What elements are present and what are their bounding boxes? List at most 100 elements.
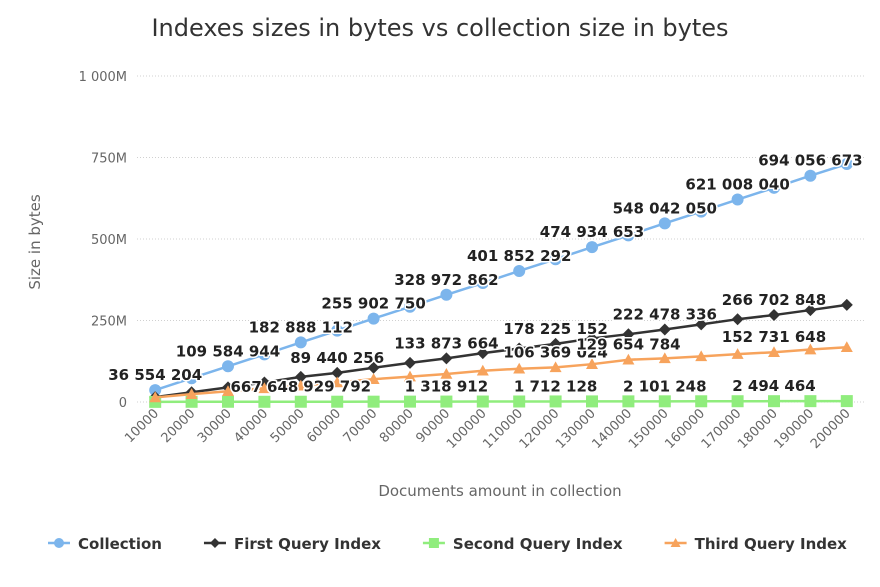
data-point-collection [731,193,744,206]
y-tick-label: 250M [91,315,127,330]
x-tick-label: 20000 [159,406,199,446]
data-point-first-query-index [549,337,562,350]
data-point-collection [404,300,416,313]
data-label-second-query-index: 2 494 464 [732,377,816,395]
data-point-collection [440,288,453,301]
data-point-second-query-index [440,395,453,408]
legend-marker [54,538,64,548]
data-label-second-query-index: 2 101 248 [623,377,707,395]
data-point-third-query-index [768,346,780,358]
data-point-collection [331,324,344,337]
x-tick-label: 70000 [341,406,381,446]
data-point-third-query-index [440,367,453,379]
x-tick-label: 40000 [231,406,271,446]
data-point-collection [549,253,562,266]
x-tick-label: 10000 [122,406,162,446]
x-tick-label: 80000 [377,406,417,446]
data-point-third-query-index [513,362,526,374]
series-line-collection [154,162,848,392]
data-point-collection [586,241,598,254]
data-point-third-query-index [804,343,817,355]
data-point-third-query-index [404,370,416,382]
data-label-collection: 328 972 862 [394,271,498,289]
data-label-collection: 621 008 040 [685,176,789,194]
data-point-first-query-index [331,366,344,379]
data-point-first-query-index [513,342,526,355]
legend: Collection First Query Index Second Query … [48,535,847,553]
data-label-second-query-index: 929 792 [303,378,371,396]
legend-label: Third Query Index [695,535,848,553]
y-tick-label: 500M [91,233,127,248]
data-point-first-query-index [840,298,853,311]
data-label-first-query-index: 133 873 664 [394,334,498,352]
data-point-first-query-index [695,318,708,331]
data-point-first-query-index [804,304,817,317]
data-point-second-query-index [476,395,489,408]
data-point-second-query-index [731,395,744,408]
legend-item-collection[interactable]: Collection [48,535,162,553]
data-point-collection [185,372,198,385]
data-label-collection: 36 554 204 [108,366,202,384]
legend-label: Second Query Index [453,535,623,553]
data-point-second-query-index [768,395,780,408]
data-point-collection [367,312,380,325]
legend-item-first-query-index[interactable]: First Query Index [203,535,381,553]
data-label-collection: 255 902 750 [321,295,425,313]
data-label-collection: 474 934 653 [540,223,644,241]
data-label-collection: 182 888 112 [249,318,353,336]
series-lines [149,158,853,408]
data-point-collection [476,277,489,290]
data-point-first-query-index [440,352,453,365]
data-point-second-query-index [513,395,526,408]
legend-label: Collection [78,535,162,553]
y-tick-label: 1 000M [79,70,127,85]
data-point-second-query-index [404,395,416,408]
data-label-collection: 109 584 944 [176,342,280,360]
x-tick-label: 60000 [304,406,344,446]
data-point-third-query-index [149,391,162,403]
x-axis-ticks: 1000020000300004000050000600007000080000… [122,406,853,452]
data-point-third-query-index [695,350,708,362]
data-label-collection: 548 042 050 [613,199,717,217]
data-point-second-query-index [367,395,380,408]
series-line-first-query-index [155,303,847,399]
data-point-third-query-index [258,382,271,394]
data-label-second-query-index: 1 712 128 [514,377,598,395]
data-label-first-query-index: 178 225 152 [503,320,607,338]
data-labels: 36 554 204 109 584 944 182 888 112 255 902 … [107,150,864,397]
data-point-third-query-index [367,373,380,384]
series-third-query-index [149,341,853,403]
data-label-third-query-index: 152 731 648 [722,328,826,346]
legend-marker [209,538,220,548]
data-point-third-query-index [222,385,234,397]
data-point-second-query-index [804,395,817,408]
data-point-first-query-index [586,332,598,345]
y-axis-ticks: 0 250M 500M 750M 1 000M [79,70,127,411]
data-point-second-query-index [840,395,853,408]
data-point-collection [804,169,817,182]
data-point-first-query-index [768,309,780,322]
legend-item-third-query-index[interactable]: Third Query Index [664,535,848,553]
data-point-collection [695,205,708,218]
data-point-collection [258,348,271,361]
data-point-third-query-index [586,358,598,369]
legend-marker [670,538,681,547]
legend-item-second-query-index[interactable]: Second Query Index [422,535,623,553]
data-point-second-query-index [658,395,671,408]
data-point-collection [840,158,853,171]
data-point-third-query-index [731,348,744,359]
data-label-collection: 401 852 292 [467,247,571,265]
y-tick-label: 0 [119,396,127,411]
data-point-third-query-index [658,352,671,364]
legend-marker [428,538,439,548]
data-point-second-query-index [622,395,635,408]
data-point-collection [294,336,307,349]
data-label-second-query-index: 667 648 [230,378,298,396]
data-point-first-query-index [404,356,416,369]
data-label-first-query-index: 266 702 848 [722,291,826,309]
y-axis-title: Size in bytes [26,194,44,290]
data-label-first-query-index: 89 440 256 [290,349,384,367]
data-label-third-query-index: 129 654 784 [576,336,680,354]
x-axis-title: Documents amount in collection [378,482,621,500]
